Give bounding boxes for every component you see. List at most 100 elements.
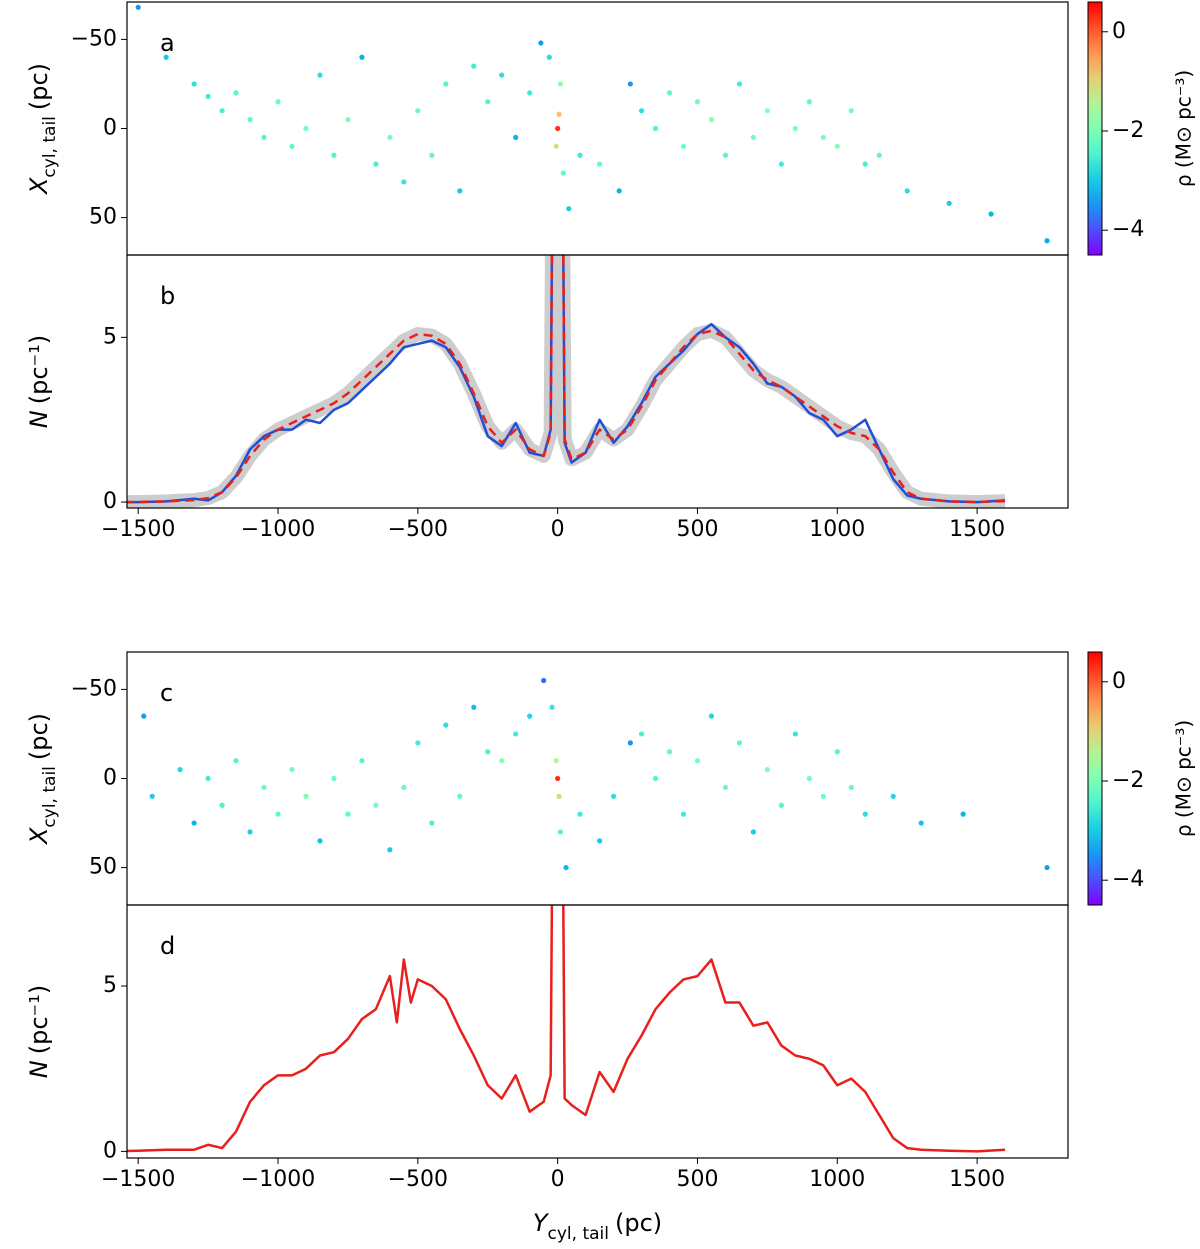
panel-label: b — [160, 282, 175, 310]
scatter-point — [666, 90, 673, 96]
y-tick-label: −50 — [71, 26, 117, 51]
scatter-point — [792, 731, 798, 737]
scatter-point — [560, 170, 566, 176]
x-tick-label: 500 — [676, 517, 718, 542]
scatter-point — [261, 784, 267, 791]
scatter-point — [303, 793, 309, 799]
scatter-point — [577, 811, 583, 817]
scatter-point — [205, 775, 211, 782]
y-tick-label: −50 — [71, 676, 117, 701]
xlabel-symbol: Y — [533, 1209, 550, 1237]
scatter-point — [345, 116, 351, 123]
plot-area — [127, 905, 1006, 1153]
scatter-point — [806, 775, 812, 782]
scatter-point — [219, 108, 225, 114]
scatter-point — [387, 847, 393, 853]
y-tick-label: 0 — [103, 116, 117, 141]
scatter-point — [205, 93, 211, 100]
scatter-point — [553, 758, 559, 764]
y-tick-label: 0 — [103, 1138, 117, 1163]
scatter-point — [331, 775, 337, 782]
scatter-point — [652, 125, 659, 132]
colorbar-label: ρ (M⊙ pc⁻³) — [1172, 720, 1196, 837]
scatter-point — [149, 793, 155, 799]
scatter-point — [904, 188, 910, 194]
scatter-point — [736, 740, 743, 746]
ylabel-unit: (pc) — [25, 63, 53, 110]
scatter-point — [317, 72, 323, 78]
colorbar-tick-label: 0 — [1112, 669, 1126, 694]
series-line — [127, 255, 1006, 504]
scatter-point — [429, 152, 435, 158]
x-tick-label: −500 — [388, 1167, 448, 1192]
scatter-point — [163, 54, 169, 60]
scatter-point — [918, 820, 924, 826]
x-tick-label: −1500 — [101, 517, 175, 542]
xlabel-label: Ycyl, tail (pc) — [533, 1209, 662, 1244]
scatter-point — [577, 152, 583, 158]
scatter-point — [415, 740, 421, 746]
colorbar-label: ρ (M⊙ pc⁻³) — [1172, 70, 1196, 187]
ylabel-subscript: cyl, tail — [40, 766, 60, 827]
scatter-point — [553, 143, 559, 149]
scatter-point — [1044, 864, 1050, 871]
scatter-point — [556, 793, 562, 799]
scatter-point — [596, 161, 603, 167]
plot-frame — [126, 651, 1069, 906]
colorbar — [1087, 651, 1103, 906]
scatter-point — [722, 784, 729, 791]
scatter-point — [764, 766, 770, 773]
scatter-point — [261, 134, 267, 141]
x-tick-label: 0 — [551, 1167, 565, 1192]
scatter-point — [750, 134, 757, 141]
scatter-point — [708, 116, 715, 123]
scatter-point — [792, 125, 798, 132]
scatter-point — [471, 63, 477, 69]
scatter-point — [627, 740, 633, 746]
scatter-point — [457, 793, 463, 799]
scatter-point — [834, 749, 840, 755]
scatter-point — [557, 829, 564, 835]
scatter-point — [848, 108, 854, 114]
scatter-point — [764, 108, 770, 114]
scatter-point — [546, 54, 552, 60]
ylabel-label: N (pc⁻¹) — [25, 335, 53, 428]
scatter-point — [191, 820, 197, 826]
y-tick-label: 0 — [103, 489, 117, 514]
y-tick-label: 5 — [103, 324, 117, 349]
scatter-point — [778, 802, 784, 808]
scatter-point — [401, 179, 407, 185]
scatter-point — [556, 111, 562, 117]
scatter-point — [135, 4, 141, 10]
scatter-point — [557, 81, 564, 87]
scatter-point — [862, 161, 868, 167]
scatter-point — [876, 152, 882, 158]
ylabel-unit: (pc) — [25, 713, 53, 760]
scatter-point — [652, 775, 659, 782]
scatter-point — [555, 775, 561, 782]
scatter-point — [443, 81, 449, 87]
scatter-point — [275, 811, 281, 817]
scatter-point — [219, 802, 225, 808]
scatter-point — [191, 81, 197, 87]
colorbar-tick-label: −4 — [1112, 867, 1144, 892]
x-tick-label: 1000 — [809, 517, 865, 542]
scatter-point — [233, 90, 239, 96]
scatter-point — [834, 143, 840, 149]
scatter-point — [1072, 67, 1077, 72]
ylabel-symbol: N — [25, 410, 53, 428]
scatter-point — [499, 758, 505, 764]
ylabel-symbol: X — [25, 827, 53, 846]
ylabel-label: Xcyl, tail (pc) — [25, 63, 60, 196]
scatter-point — [247, 829, 253, 835]
ylabel-symbol: N — [25, 1060, 53, 1078]
scatter-point — [513, 731, 519, 737]
scatter-point — [566, 206, 572, 212]
scatter-point — [806, 99, 812, 105]
scatter-point — [848, 784, 854, 791]
y-tick-label: 5 — [103, 973, 117, 998]
scatter-point — [429, 820, 435, 826]
scatter-point — [471, 704, 477, 710]
scatter-point — [443, 722, 449, 728]
scatter-point — [666, 749, 673, 755]
